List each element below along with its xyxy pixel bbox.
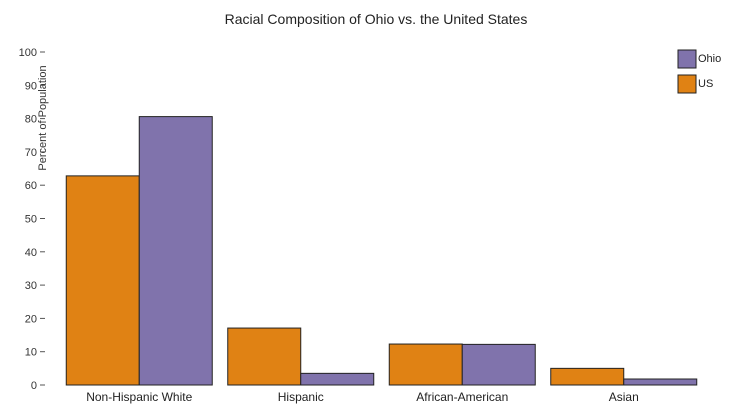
x-axis-labels: Non-Hispanic White Hispanic African-Americ… [86,390,639,404]
y-tick-label: 10 [25,347,37,359]
x-category-label: Asian [609,390,639,404]
y-tick-label: 40 [25,247,37,259]
bar-ohio-4 [623,378,698,386]
bar-ohio-3 [461,343,536,386]
y-tick-label: 0 [31,380,37,392]
x-category-label: African-American [416,390,508,404]
y-tick-label: 90 [25,80,37,92]
bar-us-1 [65,175,140,386]
bar-us-3 [388,343,463,386]
bar-ohio-1 [138,116,213,386]
legend-label-us: US [698,78,713,90]
y-tick-label: 80 [25,114,37,126]
y-tick-label: 20 [25,313,37,325]
bar-ohio-2 [300,372,375,386]
y-axis-title: Percent of Population [37,65,49,170]
legend-swatch-us [677,74,697,94]
y-tick-label: 50 [25,214,37,226]
bars [65,116,698,386]
x-category-label: Non-Hispanic White [86,390,192,404]
y-tick-label: 70 [25,147,37,159]
legend-swatch-ohio [677,49,697,69]
bar-us-2 [227,327,302,386]
legend-label-ohio: Ohio [698,53,721,65]
y-tick-label: 60 [25,180,37,192]
legend: Ohio US [677,49,721,94]
y-axis: 0 10 20 30 40 50 60 70 80 90 100 [19,47,45,392]
y-tick-label: 30 [25,280,37,292]
x-category-label: Hispanic [278,390,324,404]
y-tick-label: 100 [19,47,37,59]
chart-title: Racial Composition of Ohio vs. the Unite… [225,11,528,27]
bar-us-4 [550,367,625,386]
